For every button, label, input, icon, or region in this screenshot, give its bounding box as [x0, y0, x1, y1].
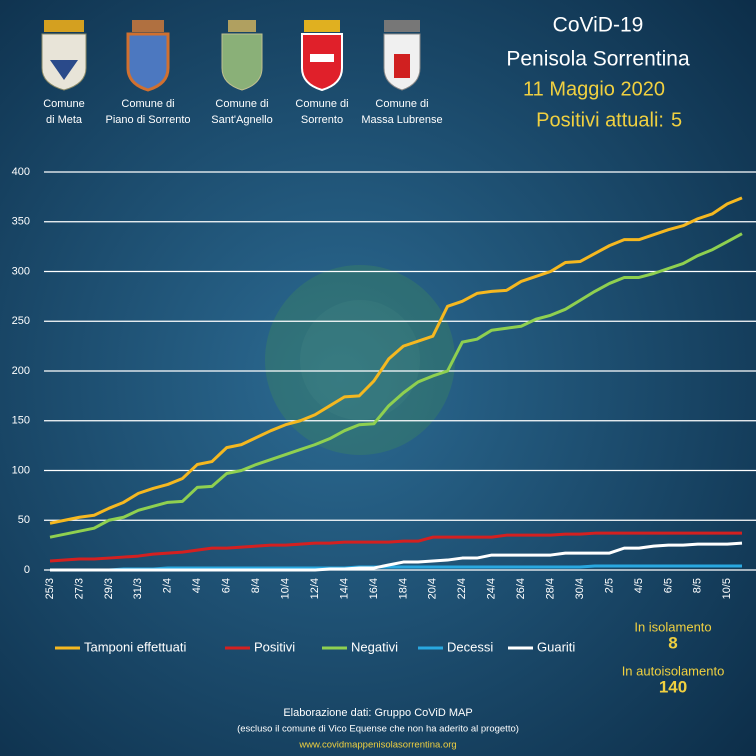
x-tick-label: 16/4	[368, 578, 380, 599]
y-tick-label: 300	[12, 265, 30, 277]
commune-label: Sorrento	[301, 114, 343, 126]
y-tick-label: 0	[24, 564, 30, 576]
x-tick-label: 31/3	[132, 578, 144, 599]
x-tick-label: 28/4	[545, 578, 557, 599]
y-tick-label: 100	[12, 464, 30, 476]
positivi-value: 5	[671, 109, 682, 131]
footer-line: Elaborazione dati: Gruppo CoViD MAP	[283, 707, 472, 719]
y-tick-label: 350	[12, 216, 30, 228]
x-tick-label: 25/3	[44, 578, 56, 599]
stat-value: 8	[668, 633, 677, 652]
x-tick-label: 14/4	[338, 578, 350, 599]
stat-value: 140	[659, 677, 687, 696]
x-tick-label: 2/4	[162, 578, 174, 593]
x-tick-label: 22/4	[456, 578, 468, 599]
virus-image	[265, 265, 455, 455]
legend-label: Positivi	[254, 639, 295, 654]
date: 11 Maggio 2020	[523, 78, 665, 100]
y-tick-label: 150	[12, 415, 30, 427]
commune-label: Comune di	[375, 98, 428, 110]
commune-label: Sant'Agnello	[211, 114, 272, 126]
x-tick-label: 8/4	[250, 578, 262, 593]
commune-label: Piano di Sorrento	[106, 114, 191, 126]
x-tick-label: 12/4	[309, 578, 321, 599]
x-tick-label: 26/4	[515, 578, 527, 599]
series-line	[49, 232, 743, 539]
x-tick-label: 24/4	[486, 578, 498, 599]
commune-label: Comune	[43, 98, 85, 110]
x-tick-label: 4/4	[191, 578, 203, 593]
commune-label: Comune di	[215, 98, 268, 110]
x-tick-label: 20/4	[427, 578, 439, 599]
x-tick-label: 30/4	[574, 578, 586, 599]
series-line	[49, 196, 743, 525]
series-line	[50, 541, 743, 572]
stat-label: In isolamento	[634, 619, 711, 634]
footer-line: (escluso il comune di Vico Equense che n…	[237, 724, 519, 735]
commune-label: Massa Lubrense	[361, 114, 442, 126]
commune-label: di Meta	[46, 114, 83, 126]
x-tick-label: 27/3	[73, 578, 85, 599]
commune-shields	[41, 20, 421, 92]
y-tick-label: 200	[12, 365, 30, 377]
title: CoViD-19	[553, 14, 644, 37]
x-tick-label: 10/5	[721, 578, 733, 599]
series-line	[50, 564, 742, 572]
x-tick-label: 6/4	[221, 578, 233, 593]
legend-label: Guariti	[537, 639, 575, 654]
x-tick-label: 6/5	[662, 578, 674, 593]
positivi-label: Positivi attuali:	[536, 109, 664, 131]
x-tick-label: 10/4	[279, 578, 291, 599]
series-line	[49, 531, 742, 563]
x-tick-label: 4/5	[633, 578, 645, 593]
legend-label: Tamponi effettuati	[84, 639, 186, 654]
commune-label: Comune di	[121, 98, 174, 110]
y-tick-label: 50	[18, 514, 30, 526]
commune-label: Comune di	[295, 98, 348, 110]
stat-label: In autoisolamento	[622, 663, 725, 678]
x-tick-label: 2/5	[603, 578, 615, 593]
x-tick-label: 8/5	[692, 578, 704, 593]
legend-label: Decessi	[447, 639, 493, 654]
x-tick-label: 29/3	[103, 578, 115, 599]
y-tick-label: 400	[12, 166, 30, 178]
subtitle: Penisola Sorrentina	[506, 48, 690, 71]
legend-label: Negativi	[351, 639, 398, 654]
footer-line: www.covidmappenisolasorrentina.org	[298, 740, 456, 751]
x-tick-label: 18/4	[397, 578, 409, 599]
y-tick-label: 250	[12, 315, 30, 327]
